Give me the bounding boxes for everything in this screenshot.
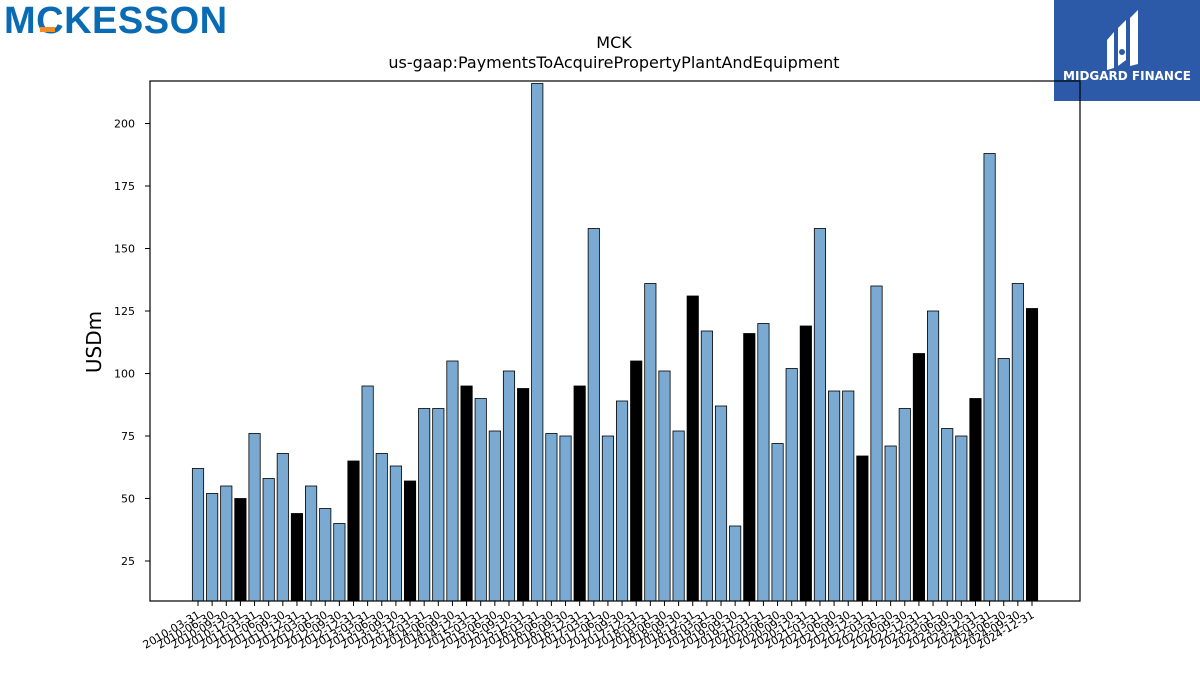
- bar-2021-12-31: [856, 455, 869, 602]
- bar-2017-12-31: [630, 360, 643, 602]
- bar-2019-03-31: [700, 330, 713, 602]
- bar-2014-12-31: [460, 385, 473, 602]
- midgard-logo-text: MIDGARD FINANCE: [1063, 69, 1191, 83]
- bar-2019-09-30: [729, 525, 742, 602]
- bar-2013-09-30: [389, 465, 402, 602]
- bar-2017-06-30: [601, 435, 614, 602]
- bar-2022-03-31: [870, 285, 883, 602]
- bar-2011-12-31: [290, 513, 304, 602]
- bar-2017-09-30: [616, 400, 629, 602]
- bar-2024-06-30: [997, 358, 1010, 602]
- bar-2015-03-31: [474, 398, 487, 602]
- bar-2016-03-31: [531, 83, 544, 602]
- bar-2024-03-31: [983, 153, 996, 602]
- bar-2023-06-30: [941, 428, 954, 602]
- bar-2010-12-31: [234, 498, 247, 602]
- bar-2020-09-30: [785, 368, 798, 602]
- midgard-logo-mark: [1107, 10, 1138, 70]
- y-tick-label: 150: [114, 243, 135, 256]
- bar-2022-09-30: [898, 408, 911, 602]
- bar-2022-06-30: [884, 445, 897, 602]
- chart-subtitle: us-gaap:PaymentsToAcquirePropertyPlantAn…: [388, 53, 839, 72]
- bar-2021-09-30: [842, 390, 855, 602]
- x-axis: 2010-03-312010-06-302010-09-302010-12-31…: [141, 601, 1037, 652]
- bar-2019-12-31: [743, 333, 756, 602]
- mckesson-logo-text: MCKESSON: [4, 2, 226, 42]
- bar-2023-09-30: [955, 435, 968, 602]
- bar-2012-03-31: [305, 485, 318, 602]
- bar-2012-12-31: [347, 460, 360, 602]
- bar-2011-06-30: [262, 478, 275, 602]
- bar-2016-12-31: [573, 385, 586, 602]
- bar-2018-09-30: [672, 430, 685, 602]
- bar-2022-12-31: [912, 353, 925, 602]
- bar-2012-09-30: [333, 523, 346, 602]
- y-tick-label: 200: [114, 118, 135, 131]
- plot-frame: [149, 80, 1081, 602]
- bar-2023-03-31: [927, 310, 940, 602]
- y-axis: 25 50 75 100 125 150 175 200: [114, 118, 150, 568]
- bar-2010-06-30: [206, 493, 219, 602]
- bar-2020-12-31: [799, 325, 812, 602]
- bar-2013-12-31: [403, 480, 417, 602]
- y-tick-label: 175: [114, 180, 135, 193]
- mckesson-logo: MCKESSON: [4, 2, 226, 42]
- bar-2018-12-31: [686, 295, 699, 602]
- bar-2014-09-30: [446, 360, 459, 602]
- bar-2024-09-30: [1011, 283, 1024, 602]
- bar-2014-03-31: [418, 408, 431, 602]
- bar-2014-06-30: [432, 408, 445, 602]
- midgard-logo-background: [1054, 0, 1200, 101]
- mckesson-logo-accent: [40, 27, 55, 32]
- bar-2024-12-31: [1025, 308, 1039, 602]
- bar-2010-09-30: [220, 485, 233, 602]
- y-tick-label: 100: [114, 368, 135, 381]
- bar-2016-06-30: [545, 433, 558, 602]
- bar-2020-06-30: [771, 443, 784, 602]
- bar-2013-06-30: [375, 453, 388, 602]
- y-tick-label: 75: [121, 430, 135, 443]
- bars-layer: [191, 83, 1039, 602]
- bar-2019-06-30: [714, 405, 728, 602]
- y-tick-label: 25: [121, 555, 135, 568]
- bar-2021-06-30: [828, 390, 841, 602]
- bar-2017-03-31: [587, 228, 600, 602]
- chart-title: MCK: [596, 33, 632, 52]
- midgard-finance-logo: MIDGARD FINANCE: [1054, 0, 1200, 101]
- bar-2012-06-30: [319, 508, 332, 602]
- bar-2013-03-31: [361, 385, 374, 602]
- bar-2018-06-30: [658, 370, 671, 602]
- y-tick-label: 50: [121, 493, 135, 506]
- bar-2015-06-30: [488, 430, 501, 602]
- bar-2015-09-30: [502, 370, 516, 602]
- bar-2010-03-31: [191, 468, 205, 602]
- bar-2011-09-30: [276, 453, 289, 602]
- bar-2011-03-31: [248, 433, 261, 602]
- bar-2023-12-31: [969, 398, 982, 602]
- bar-2015-12-31: [517, 388, 530, 602]
- bar-2016-09-30: [559, 435, 572, 602]
- y-axis-label: USDm: [82, 311, 106, 373]
- bar-2020-03-31: [757, 323, 770, 602]
- y-tick-label: 125: [114, 305, 135, 318]
- bar-2021-03-31: [813, 228, 827, 602]
- bar-2018-03-31: [644, 283, 657, 602]
